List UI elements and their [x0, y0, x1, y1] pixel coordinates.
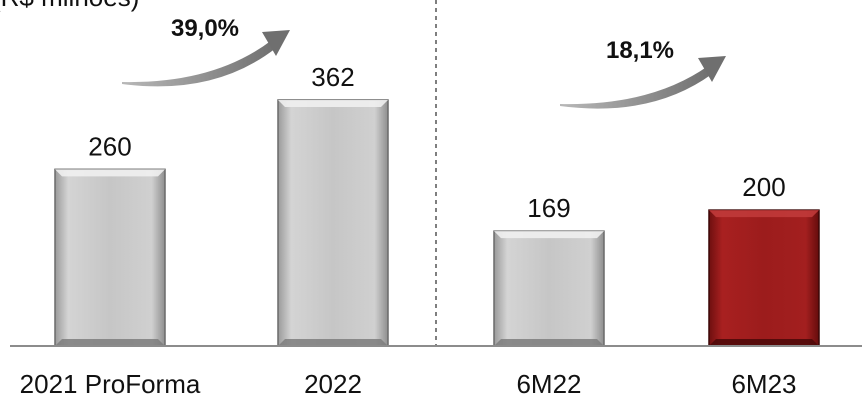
growth-arrow-2 — [560, 56, 726, 109]
bar-4 — [708, 209, 820, 347]
value-label-2: 362 — [311, 62, 354, 92]
value-label-3: 169 — [527, 193, 570, 223]
bar-3 — [493, 230, 605, 347]
y-axis-label: (R$ milhões) — [0, 0, 139, 12]
category-label-3: 6M22 — [516, 369, 581, 398]
value-label-1: 260 — [88, 131, 131, 161]
bar-1 — [54, 168, 166, 347]
growth-arrow-1 — [122, 30, 290, 87]
growth-label-2: 18,1% — [606, 37, 674, 64]
category-label-2: 2022 — [304, 369, 362, 398]
category-label-1: 2021 ProForma — [20, 369, 201, 398]
value-label-4: 200 — [742, 172, 785, 202]
category-label-4: 6M23 — [731, 369, 796, 398]
bar-2 — [277, 99, 389, 347]
growth-label-1: 39,0% — [171, 15, 239, 42]
